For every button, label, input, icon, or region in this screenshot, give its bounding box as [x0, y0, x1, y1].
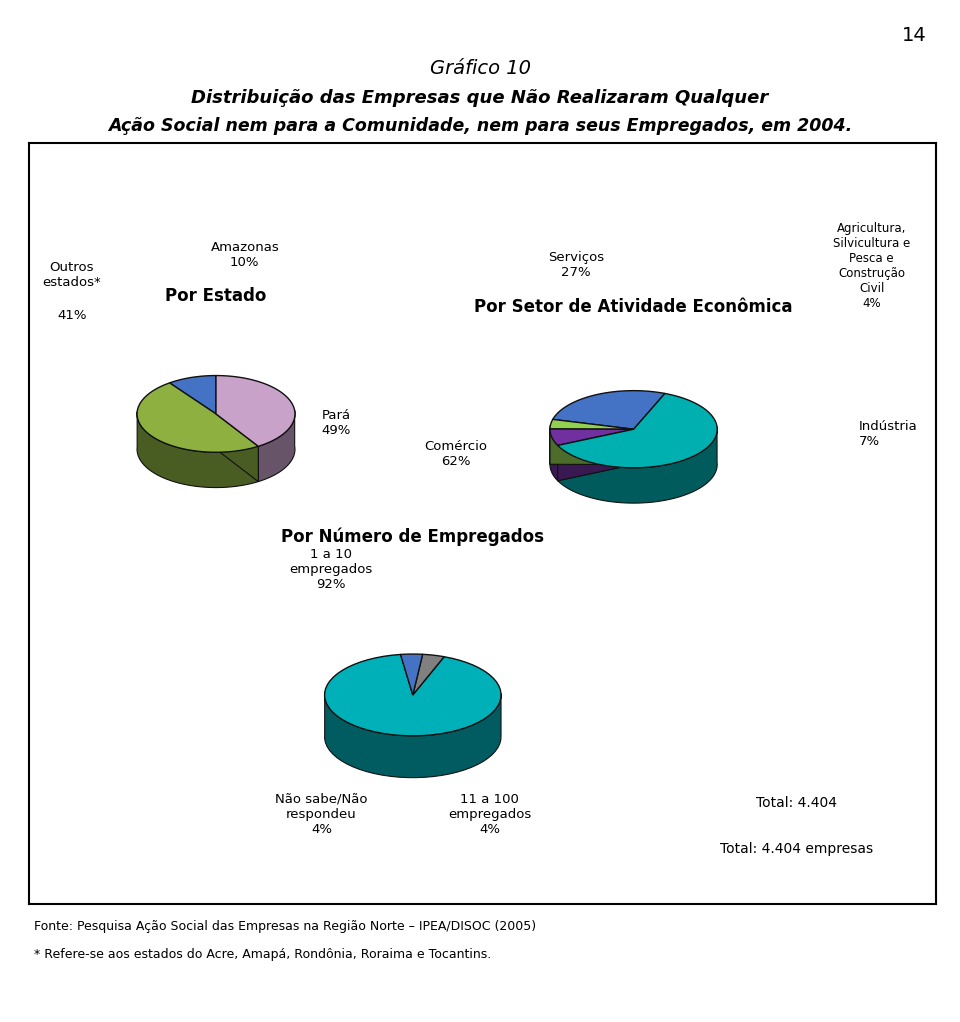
Text: Gráfico 10: Gráfico 10: [429, 59, 531, 79]
Text: Indústria
7%: Indústria 7%: [859, 420, 918, 448]
Text: Por Estado: Por Estado: [165, 287, 267, 306]
Text: Agricultura,
Silvicultura e
Pesca e
Construção
Civil
4%: Agricultura, Silvicultura e Pesca e Cons…: [833, 222, 910, 310]
Polygon shape: [553, 390, 665, 429]
Polygon shape: [216, 414, 258, 481]
Text: 1 a 10
empregados
92%: 1 a 10 empregados 92%: [290, 548, 372, 591]
Text: Total: 4.404: Total: 4.404: [756, 796, 837, 810]
Text: 14: 14: [901, 26, 926, 45]
Polygon shape: [558, 427, 717, 503]
Text: Fonte: Pesquisa Ação Social das Empresas na Região Norte – IPEA/DISOC (2005): Fonte: Pesquisa Ação Social das Empresas…: [34, 920, 536, 933]
Polygon shape: [324, 654, 501, 736]
Polygon shape: [550, 429, 634, 465]
Polygon shape: [324, 693, 501, 778]
Text: Por Setor de Atividade Econômica: Por Setor de Atividade Econômica: [474, 297, 793, 316]
Polygon shape: [558, 429, 634, 480]
Polygon shape: [400, 654, 422, 695]
Text: Pará
49%: Pará 49%: [322, 410, 350, 437]
Text: Total: 4.404 empresas: Total: 4.404 empresas: [720, 842, 874, 856]
Text: 11 a 100
empregados
4%: 11 a 100 empregados 4%: [448, 793, 531, 836]
Text: Serviços
27%: Serviços 27%: [548, 251, 604, 279]
Text: Por Número de Empregados: Por Número de Empregados: [281, 527, 544, 546]
Polygon shape: [550, 429, 634, 446]
Polygon shape: [170, 375, 216, 414]
Polygon shape: [258, 411, 295, 481]
Polygon shape: [216, 375, 295, 447]
Text: Amazonas
10%: Amazonas 10%: [210, 241, 279, 269]
Polygon shape: [216, 414, 258, 481]
Text: Comércio
62%: Comércio 62%: [424, 440, 488, 468]
Polygon shape: [137, 383, 258, 453]
Text: Outros
estados*: Outros estados*: [42, 262, 102, 289]
Polygon shape: [413, 654, 444, 695]
Text: 41%: 41%: [58, 309, 86, 322]
Text: Distribuição das Empresas que Não Realizaram Qualquer: Distribuição das Empresas que Não Realiz…: [191, 89, 769, 107]
Polygon shape: [550, 419, 634, 429]
Polygon shape: [137, 412, 258, 487]
Text: * Refere-se aos estados do Acre, Amapá, Rondônia, Roraima e Tocantins.: * Refere-se aos estados do Acre, Amapá, …: [34, 947, 491, 961]
Text: Ação Social nem para a Comunidade, nem para seus Empregados, em 2004.: Ação Social nem para a Comunidade, nem p…: [108, 117, 852, 135]
Polygon shape: [550, 429, 634, 465]
Polygon shape: [558, 429, 634, 480]
Text: Não sabe/Não
respondeu
4%: Não sabe/Não respondeu 4%: [276, 793, 368, 836]
Polygon shape: [550, 429, 558, 480]
Polygon shape: [558, 393, 717, 468]
